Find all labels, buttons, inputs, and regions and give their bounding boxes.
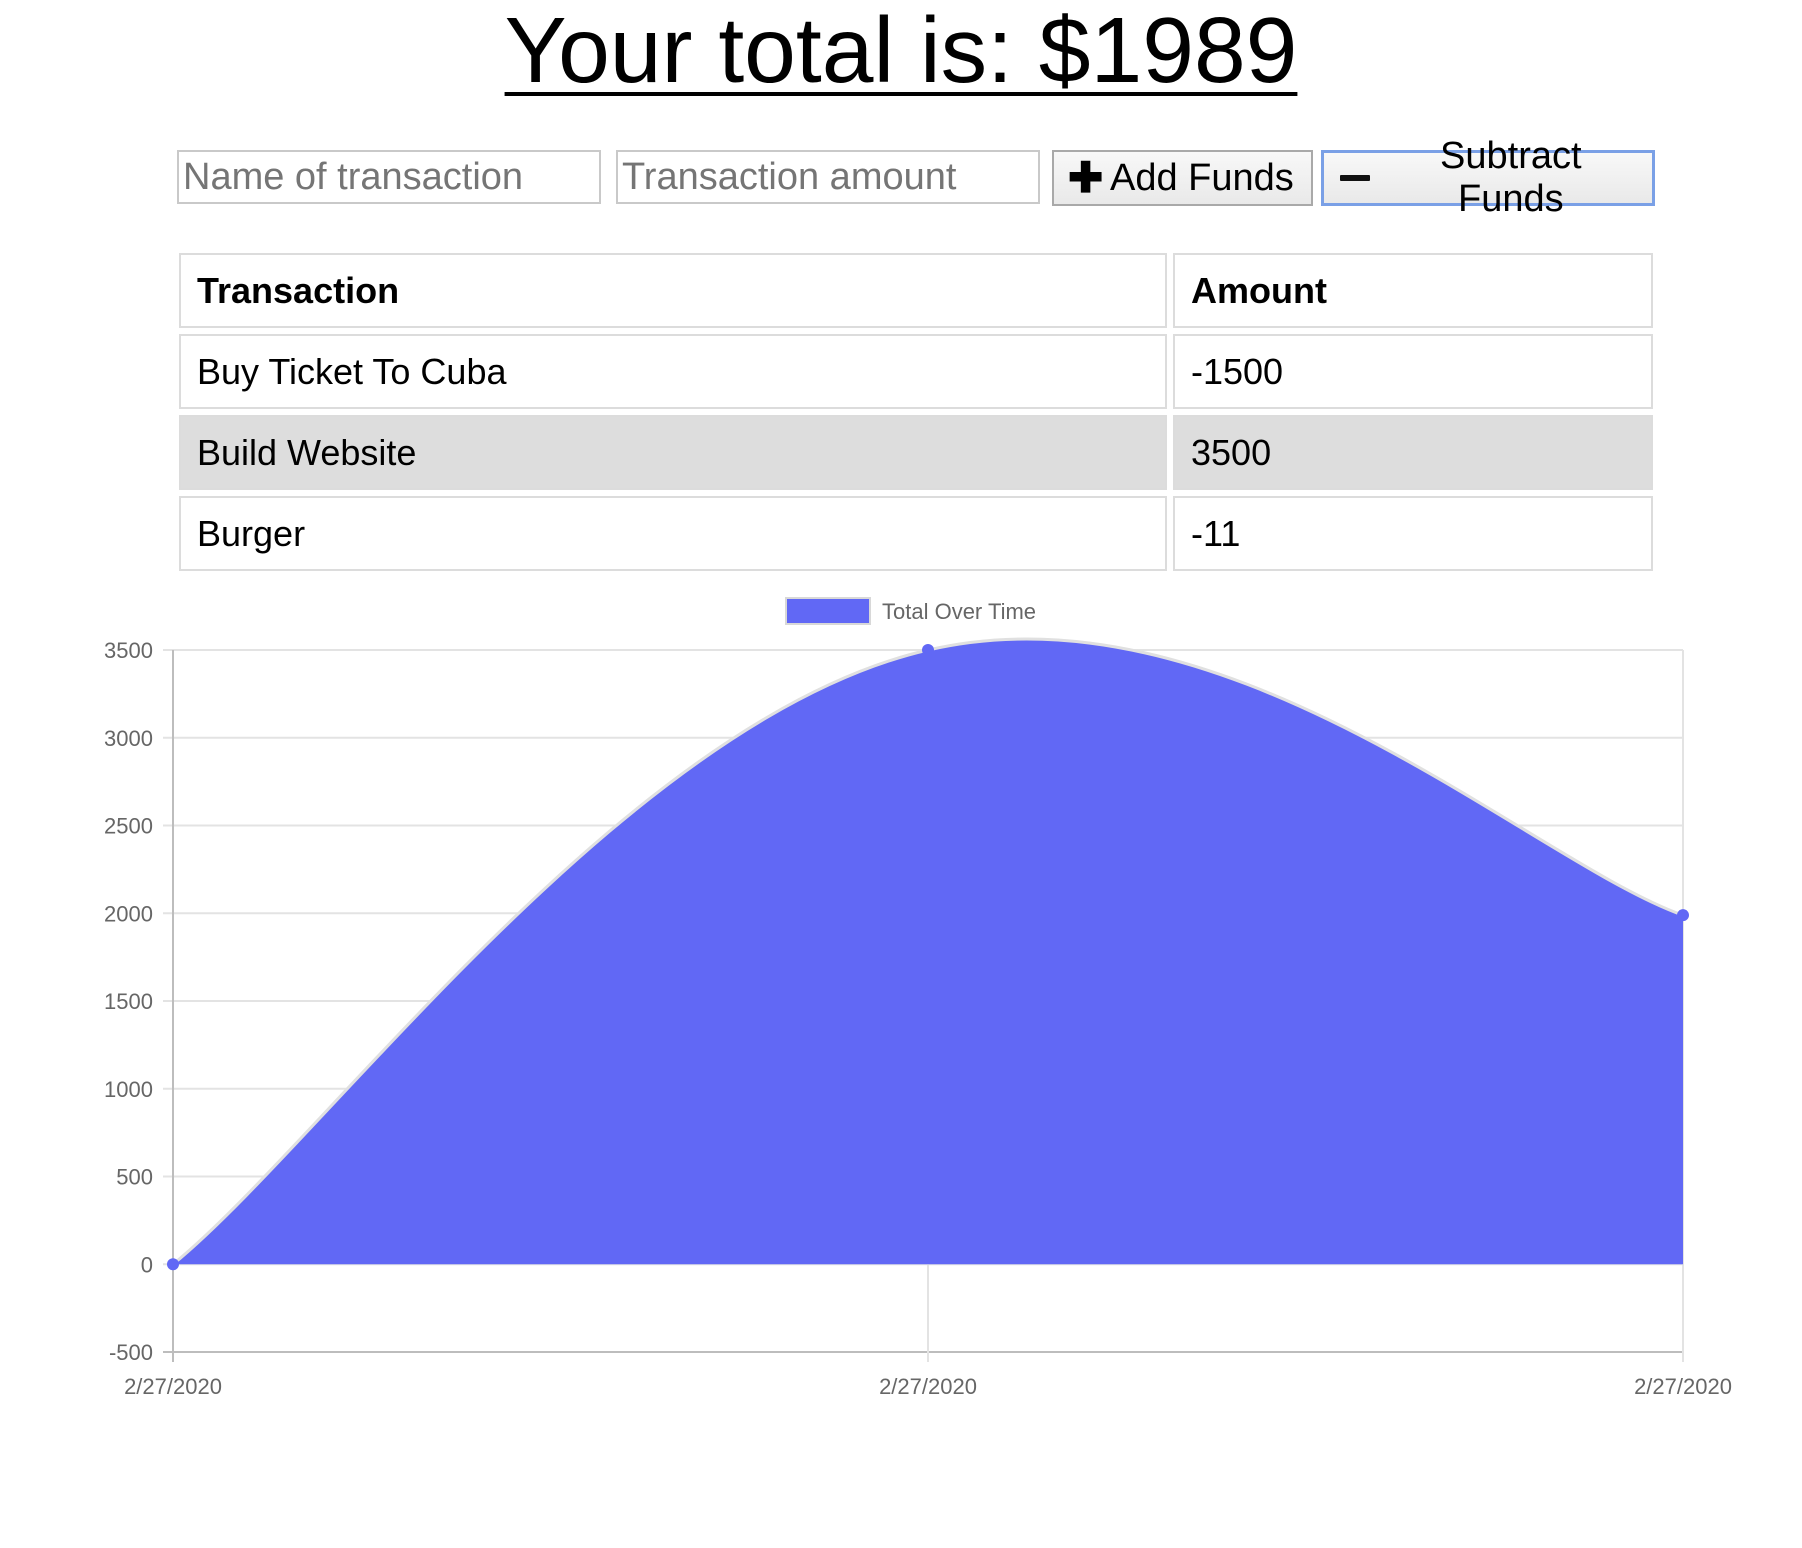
transaction-name-cell: Burger [179, 496, 1167, 571]
table-row: Build Website 3500 [179, 415, 1653, 490]
subtract-funds-label: Subtract Funds [1440, 135, 1582, 220]
title-wrap: Your total is: $1989 [0, 0, 1802, 98]
x-tick-label: 2/27/2020 [879, 1374, 977, 1399]
subtract-funds-button[interactable]: Subtract Funds [1321, 135, 1655, 220]
transaction-amount-cell: -11 [1173, 496, 1653, 571]
data-point [167, 1258, 179, 1271]
table-row: Burger -11 [179, 496, 1653, 571]
minus-icon [1340, 175, 1370, 181]
legend-label: Total Over Time [882, 599, 1036, 624]
y-tick-label: 3000 [104, 726, 153, 751]
total-title: Your total is: $1989 [504, 0, 1298, 102]
x-tick-label: 2/27/2020 [1634, 1374, 1732, 1399]
y-tick-label: 2000 [104, 901, 153, 926]
y-tick-label: 2500 [104, 814, 153, 839]
y-tick-label: 0 [141, 1252, 153, 1277]
total-over-time-chart: 3500 3000 2500 2000 1500 1000 500 0 -500 2/27/202… [104, 597, 1732, 1399]
y-tick-label: 3500 [104, 638, 153, 663]
transactions-table: Transaction Amount Buy Ticket To Cuba -1… [173, 247, 1659, 577]
transaction-name-input[interactable] [177, 150, 601, 204]
y-tick-label: 500 [116, 1165, 153, 1190]
header-transaction: Transaction [179, 253, 1167, 328]
series-area [173, 638, 1683, 1265]
y-tick-label: 1500 [104, 989, 153, 1014]
data-point [1677, 909, 1689, 922]
header-amount: Amount [1173, 253, 1653, 328]
transaction-amount-cell: -1500 [1173, 334, 1653, 409]
x-tick-label: 2/27/2020 [124, 1374, 222, 1399]
transaction-amount-input[interactable] [616, 150, 1040, 204]
transaction-amount-cell: 3500 [1173, 415, 1653, 490]
y-tick-label: -500 [109, 1340, 153, 1365]
transaction-name-cell: Buy Ticket To Cuba [179, 334, 1167, 409]
plus-icon: ✚ [1068, 154, 1104, 201]
add-funds-label: Add Funds [1110, 156, 1294, 199]
add-funds-button[interactable]: ✚ Add Funds [1052, 150, 1313, 206]
y-tick-label: 1000 [104, 1077, 153, 1102]
table-header-row: Transaction Amount [179, 253, 1653, 328]
table-row: Buy Ticket To Cuba -1500 [179, 334, 1653, 409]
legend-swatch [785, 597, 871, 625]
data-point [922, 644, 934, 656]
transaction-name-cell: Build Website [179, 415, 1167, 490]
